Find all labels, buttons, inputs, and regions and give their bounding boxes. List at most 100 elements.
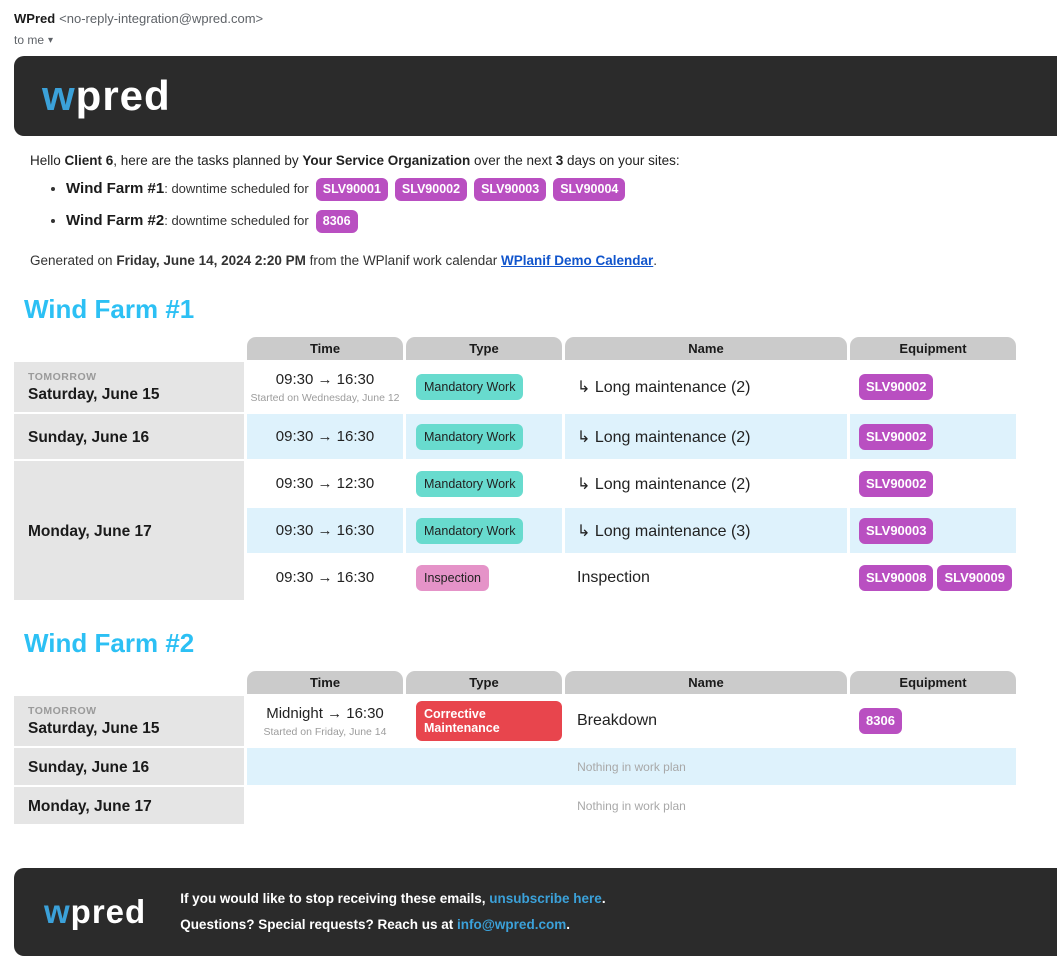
type-badge: Inspection <box>416 564 489 591</box>
sender-address: <no-reply-integration@wpred.com> <box>59 11 264 26</box>
day-tag: TOMORROW <box>28 370 97 383</box>
type-cell: Inspection <box>406 555 562 600</box>
empty-plan-cell: Nothing in work plan <box>247 748 1016 785</box>
day-cell: Sunday, June 16 <box>14 748 244 785</box>
equipment-badge: SLV90002 <box>859 374 934 400</box>
equipment-badge: SLV90003 <box>474 178 547 201</box>
site-label: : downtime scheduled for <box>164 212 309 228</box>
time-cell: 09:30 → 16:30 <box>247 555 403 600</box>
equipment-cell: 8306 <box>850 696 1016 746</box>
contact-email-link[interactable]: info@wpred.com <box>457 917 567 932</box>
table-row: Sunday, June 16 Nothing in work plan <box>14 748 1016 785</box>
column-header-name: Name <box>565 671 847 694</box>
type-cell: Corrective Maintenance <box>406 696 562 746</box>
equipment-badge: SLV90002 <box>394 178 468 201</box>
greeting-mid2: over the next <box>470 153 556 168</box>
logo-w: w <box>42 72 76 119</box>
time-note: Started on Wednesday, June 12 <box>250 391 400 404</box>
equipment-cell: SLV90002 <box>850 414 1016 459</box>
column-header-name: Name <box>565 337 847 360</box>
chevron-down-icon: ▾ <box>48 34 54 46</box>
generated-line: Generated on Friday, June 14, 2024 2:20 … <box>30 253 1043 268</box>
day-cell: Sunday, June 16 <box>14 414 244 459</box>
equipment-badge: SLV90003 <box>859 517 934 544</box>
footer-line1-prefix: If you would like to stop receiving thes… <box>180 891 490 907</box>
time-cell: 09:30 → 16:30 <box>247 414 403 459</box>
table-row: 09:30 → 16:30 Mandatory Work ↳ Long main… <box>14 508 1016 553</box>
generated-mid: from the WPlanif work calendar <box>305 253 501 268</box>
header-spacer <box>14 337 244 360</box>
org-name: Your Service Organization <box>302 153 471 168</box>
email-body: Hello Client 6, here are the tasks plann… <box>0 153 1057 826</box>
day-tag: TOMORROW <box>28 704 97 717</box>
footer-line-1: If you would like to stop receiving thes… <box>180 886 605 912</box>
task-name-cell: ↳ Long maintenance (3) <box>565 508 847 553</box>
farm1-schedule-table: Time Type Name Equipment TOMORROW Saturd… <box>11 335 1019 602</box>
column-header-equipment: Equipment <box>850 337 1016 360</box>
time-cell: 09:30 → 16:30 Started on Wednesday, June… <box>247 362 403 412</box>
equipment-badge: SLV90002 <box>859 470 934 497</box>
table-row: Sunday, June 16 09:30 → 16:30 Mandatory … <box>14 414 1016 459</box>
day-date: Monday, June 17 <box>28 798 152 815</box>
greeting-suffix: days on your sites: <box>563 153 680 168</box>
site-summary-list: Wind Farm #1 : downtime scheduled for SLV9… <box>66 178 1043 233</box>
type-cell: Mandatory Work <box>406 461 562 506</box>
day-date: Sunday, June 16 <box>28 429 150 446</box>
list-item-wind-farm-2: Wind Farm #2: downtime scheduled for 8306 <box>66 210 1043 233</box>
task-name-cell: ↳ Long maintenance (2) <box>565 461 847 506</box>
type-badge: Corrective Maintenance <box>416 701 562 741</box>
table-row: Monday, June 17 Nothing in work plan <box>14 787 1016 824</box>
equipment-badge: SLV90001 <box>315 178 388 201</box>
day-date: Saturday, June 15 <box>28 719 160 737</box>
days-count: 3 <box>555 153 564 168</box>
time-range: 09:30 → 16:30 <box>275 522 375 539</box>
equipment-badge: SLV90009 <box>937 564 1012 591</box>
section-title-farm1: Wind Farm #1 <box>24 294 195 324</box>
greeting-prefix: Hello <box>30 153 65 168</box>
recipient-dropdown[interactable]: to me ▾ <box>14 33 53 47</box>
type-cell: Mandatory Work <box>406 414 562 459</box>
equipment-badge: SLV90004 <box>553 178 626 201</box>
task-name-cell: Inspection <box>565 555 847 600</box>
task-name-cell: Breakdown <box>565 696 847 746</box>
time-range: 09:30 → 16:30 <box>275 569 375 586</box>
time-range: Midnight → 16:30 <box>266 704 384 722</box>
task-name-cell: ↳ Long maintenance (2) <box>565 414 847 459</box>
empty-plan-cell: Nothing in work plan <box>247 787 1016 824</box>
footer-line2-suffix: . <box>566 917 570 932</box>
equipment-cell: SLV90002 <box>850 461 1016 506</box>
type-badge: Mandatory Work <box>416 374 524 400</box>
footer-line2-prefix: Questions? Special requests? Reach us at <box>180 917 458 932</box>
greeting-mid1: , here are the tasks planned by <box>113 153 303 168</box>
column-header-time: Time <box>247 337 403 360</box>
time-cell: 09:30 → 16:30 <box>247 508 403 553</box>
section-title-farm2: Wind Farm #2 <box>24 628 195 658</box>
header-spacer <box>14 671 244 694</box>
equipment-cell: SLV90003 <box>850 508 1016 553</box>
column-header-equipment: Equipment <box>850 671 1016 694</box>
site-name: Wind Farm #1 <box>66 179 165 197</box>
time-range: 09:30 → 12:30 <box>275 475 375 492</box>
type-cell: Mandatory Work <box>406 508 562 553</box>
type-badge: Mandatory Work <box>416 470 524 497</box>
task-name-cell: ↳ Long maintenance (2) <box>565 362 847 412</box>
equipment-badge: SLV90002 <box>859 423 934 450</box>
type-cell: Mandatory Work <box>406 362 562 412</box>
table-header-row: Time Type Name Equipment <box>14 337 1016 360</box>
equipment-cell: SLV90002 <box>850 362 1016 412</box>
table-row: 09:30 → 16:30 Inspection Inspection SLV9… <box>14 555 1016 600</box>
unsubscribe-link[interactable]: unsubscribe here <box>489 891 602 907</box>
wpred-logo: wpred <box>44 893 146 931</box>
time-cell: 09:30 → 12:30 <box>247 461 403 506</box>
time-range: 09:30 → 16:30 <box>275 428 375 445</box>
column-header-time: Time <box>247 671 403 694</box>
column-header-type: Type <box>406 337 562 360</box>
equipment-badge: 8306 <box>315 210 358 233</box>
client-name: Client 6 <box>64 153 114 168</box>
calendar-link[interactable]: WPlanif Demo Calendar <box>501 253 654 268</box>
email-meta: WPred <no-reply-integration@wpred.com> to… <box>0 0 1057 49</box>
day-date: Saturday, June 15 <box>28 385 160 403</box>
footer-line1-suffix: . <box>601 891 606 907</box>
greeting-text: Hello Client 6, here are the tasks plann… <box>30 153 1043 168</box>
